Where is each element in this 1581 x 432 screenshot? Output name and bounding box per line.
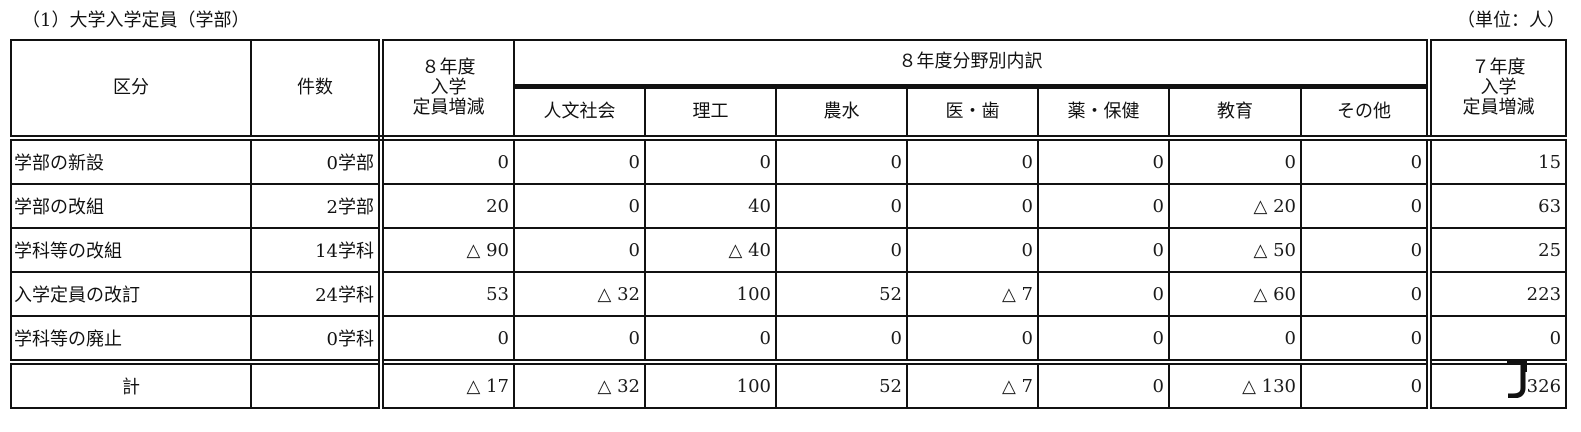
watermark-logo-icon xyxy=(1507,359,1527,398)
value-cell: 0 xyxy=(775,227,908,273)
row-label: 入学定員の改訂 xyxy=(10,271,252,317)
value-cell: 0 xyxy=(1299,137,1433,185)
value-cell: △ 20 xyxy=(1168,183,1302,229)
count-cell: 24学科 xyxy=(250,271,384,317)
header-count: 件数 xyxy=(250,39,384,141)
value-cell: 0 xyxy=(1428,315,1568,363)
header-y7-change: ７年度 入学 定員増減 xyxy=(1428,39,1568,141)
value-cell: 0 xyxy=(1299,315,1433,363)
value-cell: 0 xyxy=(906,315,1039,363)
value-cell: 0 xyxy=(1037,359,1170,409)
value-cell: △ 90 xyxy=(380,227,515,273)
value-cell: 0 xyxy=(775,183,908,229)
value-cell: △ 50 xyxy=(1168,227,1302,273)
row-label: 計 xyxy=(10,359,252,409)
value-cell: 0 xyxy=(1037,227,1170,273)
header-field: 理工 xyxy=(644,85,777,141)
header-field: 人文社会 xyxy=(513,85,646,141)
value-cell: 0 xyxy=(1299,359,1433,409)
value-cell: 0 xyxy=(906,227,1039,273)
value-cell: 0 xyxy=(1037,315,1170,363)
table-row: 入学定員の改訂 24学科 53 △ 32 100 52 △ 7 0 △ 60 0 223 xyxy=(10,271,1568,317)
table-row: 学部の新設 0学部 0 0 0 0 0 0 0 0 15 xyxy=(10,137,1568,185)
value-cell: △ 130 xyxy=(1168,359,1302,409)
value-cell: 53 xyxy=(380,271,515,317)
value-cell: 0 xyxy=(644,137,777,185)
value-cell: 0 xyxy=(513,137,646,185)
value-cell: △ 7 xyxy=(906,359,1039,409)
table-row: 学部の改組 2学部 20 0 40 0 0 0 △ 20 0 63 xyxy=(10,183,1568,229)
value-cell: 63 xyxy=(1428,183,1568,229)
row-label: 学科等の改組 xyxy=(10,227,252,273)
header-field: 薬・保健 xyxy=(1037,85,1170,141)
count-cell xyxy=(250,359,384,409)
value-cell: 0 xyxy=(1168,137,1302,185)
table-title: （1）大学入学定員（学部） xyxy=(22,10,250,31)
header-y8-change: ８年度 入学 定員増減 xyxy=(380,39,515,141)
value-cell: 52 xyxy=(775,271,908,317)
value-cell: 20 xyxy=(380,183,515,229)
row-label: 学部の新設 xyxy=(10,137,252,185)
value-cell: 0 xyxy=(1299,271,1433,317)
value-cell: 0 xyxy=(513,227,646,273)
value-cell: 0 xyxy=(775,137,908,185)
value-cell: 0 xyxy=(1299,183,1433,229)
table-row: 学科等の廃止 0学科 0 0 0 0 0 0 0 0 0 xyxy=(10,315,1568,363)
value-cell: 0 xyxy=(380,315,515,363)
value-cell: 0 xyxy=(1299,227,1433,273)
value-cell: 0 xyxy=(1037,183,1170,229)
value-cell: △ 32 xyxy=(513,359,646,409)
value-cell: 0 xyxy=(513,183,646,229)
count-cell: 2学部 xyxy=(250,183,384,229)
value-cell: 0 xyxy=(513,315,646,363)
value-cell: 0 xyxy=(380,137,515,185)
value-cell: 0 xyxy=(1168,315,1302,363)
count-cell: 14学科 xyxy=(250,227,384,273)
admission-capacity-table: 区分 件数 ８年度 入学 定員増減 ８年度分野別内訳 ７年度 入学 定員増減 人… xyxy=(10,39,1568,409)
value-cell: 40 xyxy=(644,183,777,229)
value-cell: 0 xyxy=(644,315,777,363)
table-row: 学科等の改組 14学科 △ 90 0 △ 40 0 0 0 △ 50 0 25 xyxy=(10,227,1568,273)
header-field: 農水 xyxy=(775,85,908,141)
value-cell: 100 xyxy=(644,359,777,409)
value-cell: △ 7 xyxy=(906,271,1039,317)
header-field: その他 xyxy=(1299,85,1433,141)
value-cell: 25 xyxy=(1428,227,1568,273)
value-cell: 0 xyxy=(775,315,908,363)
value-cell: 52 xyxy=(775,359,908,409)
value-cell: 0 xyxy=(906,137,1039,185)
count-cell: 0学科 xyxy=(250,315,384,363)
row-label: 学部の改組 xyxy=(10,183,252,229)
header-field: 医・歯 xyxy=(906,85,1039,141)
header-field: 教育 xyxy=(1168,85,1302,141)
unit-label: （単位：人） xyxy=(1457,10,1565,31)
header-kubun: 区分 xyxy=(10,39,252,141)
value-cell: △ 32 xyxy=(513,271,646,317)
value-cell: 326 xyxy=(1428,359,1568,409)
value-cell: 15 xyxy=(1428,137,1568,185)
value-cell: 0 xyxy=(906,183,1039,229)
header-breakdown: ８年度分野別内訳 xyxy=(512,39,1433,89)
row-label: 学科等の廃止 xyxy=(10,315,252,363)
value-cell: 0 xyxy=(1037,271,1170,317)
total-row: 計 △ 17 △ 32 100 52 △ 7 0 △ 130 0 326 xyxy=(10,359,1568,409)
count-cell: 0学部 xyxy=(250,137,384,185)
value-cell: △ 60 xyxy=(1168,271,1302,317)
value-cell: 223 xyxy=(1428,271,1568,317)
value-cell: △ 40 xyxy=(644,227,777,273)
value-cell: 100 xyxy=(644,271,777,317)
value-cell: △ 17 xyxy=(380,359,515,409)
value-cell: 0 xyxy=(1037,137,1170,185)
